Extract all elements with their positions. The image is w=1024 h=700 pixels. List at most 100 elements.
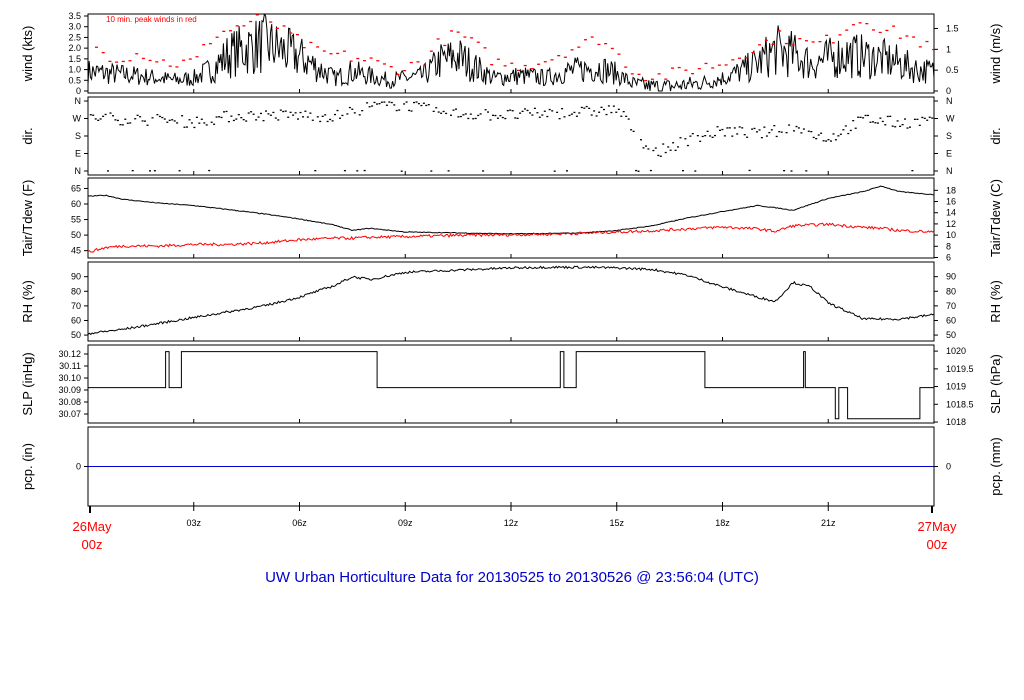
direction-point — [593, 110, 596, 112]
direction-point — [163, 118, 166, 120]
y-tick-label-left: 60 — [71, 199, 81, 209]
peak-wind-mark — [155, 61, 159, 63]
direction-point — [783, 170, 786, 172]
peak-wind-mark — [597, 43, 601, 46]
peak-wind-mark — [443, 44, 447, 47]
peak-wind-mark — [296, 34, 299, 36]
x-tick-label: 06z — [292, 518, 307, 528]
direction-point — [706, 130, 709, 132]
direction-point — [277, 119, 280, 121]
direction-point — [894, 126, 897, 128]
panel-frame — [87, 344, 935, 424]
direction-point — [563, 116, 566, 118]
peak-wind-mark — [101, 52, 105, 54]
peak-wind-mark — [858, 22, 862, 24]
direction-point — [756, 131, 758, 133]
direction-point — [472, 118, 475, 120]
direction-point — [311, 119, 314, 121]
peak-wind-mark — [195, 56, 199, 58]
direction-point — [830, 140, 832, 142]
peak-wind-mark — [892, 25, 896, 27]
y-tick-label-right: 1019 — [946, 382, 966, 392]
direction-point — [827, 139, 830, 141]
direction-point — [590, 114, 593, 116]
panel-2: Tair/Tdew (F) Tair/Tdew (C) 45 50 55 60 65 6810… — [20, 177, 1003, 262]
direction-point — [452, 109, 455, 111]
direction-point — [188, 119, 191, 121]
y-tick-label-right: N — [946, 166, 953, 176]
y-axis-label-right: RH (%) — [988, 280, 1003, 323]
direction-point — [474, 117, 477, 120]
direction-point — [274, 117, 277, 119]
direction-point — [265, 110, 267, 112]
direction-point — [186, 126, 188, 128]
y-tick-label-left: 30.09 — [58, 385, 81, 395]
y-tick-label-right: 0.5 — [946, 65, 959, 75]
peak-wind-mark — [550, 59, 554, 61]
direction-point — [255, 119, 258, 121]
y-tick-label-left: 50 — [71, 230, 81, 240]
direction-point — [556, 111, 559, 113]
direction-point — [753, 127, 756, 130]
peak-wind-mark — [610, 47, 614, 50]
direction-point — [168, 119, 171, 121]
peak-wind-mark — [255, 14, 259, 16]
peak-wind-mark — [798, 38, 802, 40]
direction-point — [116, 119, 119, 122]
direction-point — [746, 136, 749, 138]
direction-point — [450, 114, 452, 116]
peak-wind-mark — [912, 36, 916, 38]
peak-wind-mark — [389, 66, 393, 68]
panel-5: pcp. (in) pcp. (mm) 0 0 — [20, 426, 1003, 507]
y-tick-label-right: 1019.5 — [946, 364, 974, 374]
direction-point — [622, 111, 625, 113]
peak-wind-mark — [423, 64, 427, 66]
y-tick-label-right: 90 — [946, 272, 956, 282]
direction-point — [529, 112, 531, 114]
direction-point — [768, 132, 771, 134]
direction-point — [770, 129, 773, 131]
direction-point — [603, 108, 605, 111]
direction-point — [324, 114, 327, 116]
direction-point — [884, 124, 887, 126]
direction-point — [578, 112, 581, 114]
peak-wind-mark — [141, 57, 145, 60]
peak-wind-mark — [724, 64, 728, 66]
direction-point — [489, 119, 492, 121]
y-axis-label-left: dir. — [20, 127, 35, 144]
direction-point — [913, 118, 916, 120]
panel-4: SLP (inHg) SLP (hPa) 30.07 30.08 30.09 30.10 3… — [20, 344, 1003, 427]
peak-wind-mark — [650, 78, 654, 80]
direction-point — [269, 114, 272, 116]
direction-point — [580, 106, 583, 109]
y-tick-label-left: 1.0 — [68, 65, 81, 75]
peak-wind-mark — [771, 43, 775, 45]
panel-frame — [87, 96, 935, 176]
peak-wind-mark — [624, 66, 628, 68]
panel-data — [88, 265, 934, 336]
direction-point — [181, 115, 184, 117]
direction-point — [573, 111, 576, 114]
peak-wind-mark — [563, 56, 567, 58]
direction-point — [440, 112, 443, 114]
direction-point — [760, 137, 763, 139]
direction-point — [640, 139, 642, 141]
direction-point — [635, 169, 638, 172]
direction-point — [541, 114, 544, 116]
direction-point — [400, 170, 403, 172]
panel-frame — [87, 261, 935, 342]
direction-point — [329, 118, 332, 121]
y-tick-label-right: 60 — [946, 315, 956, 325]
peak-wind-mark — [543, 61, 547, 63]
direction-point — [371, 105, 374, 107]
direction-point — [691, 133, 694, 135]
panel-data — [88, 185, 934, 253]
direction-point — [526, 109, 529, 112]
direction-point — [410, 110, 413, 112]
direction-point — [773, 125, 776, 127]
direction-point — [383, 101, 386, 103]
y-axis-label-left: pcp. (in) — [20, 443, 35, 490]
direction-point — [408, 109, 411, 112]
end-date-label: 27May — [917, 519, 957, 534]
direction-point — [763, 126, 766, 128]
